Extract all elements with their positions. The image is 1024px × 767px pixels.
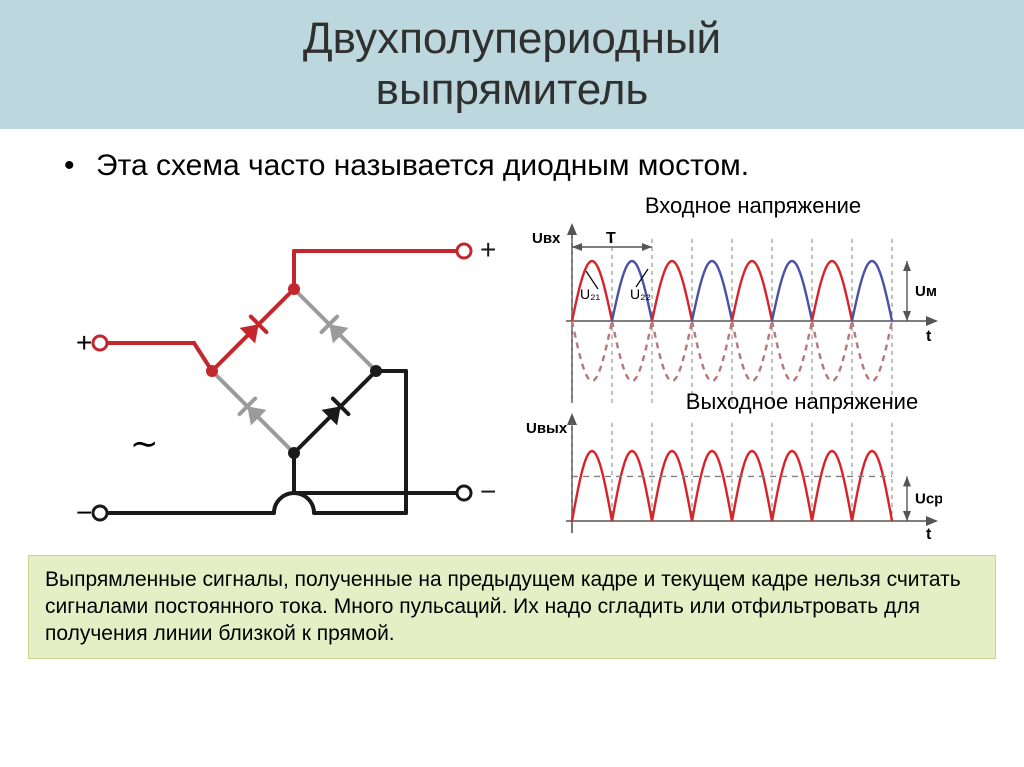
svg-text:Uвх: Uвх bbox=[532, 230, 561, 247]
title-line-2: выпрямитель bbox=[376, 65, 649, 114]
svg-text:U₂₂: U₂₂ bbox=[630, 286, 651, 302]
note-text: Выпрямленные сигналы, полученные на пред… bbox=[45, 568, 961, 646]
svg-text:+: + bbox=[76, 327, 92, 358]
bullet-dot: • bbox=[64, 147, 96, 185]
slide-title: Двухполупериодный выпрямитель bbox=[0, 14, 1024, 115]
svg-text:Uср: Uср bbox=[915, 490, 942, 507]
note-box: Выпрямленные сигналы, полученные на пред… bbox=[28, 555, 996, 659]
bullet-text: Эта схема часто называется диодным мосто… bbox=[96, 149, 749, 182]
svg-text:T: T bbox=[606, 230, 616, 247]
input-waveform: UвхtTU₂₁U₂₂Uм bbox=[522, 221, 942, 411]
svg-text:∼: ∼ bbox=[130, 425, 159, 463]
svg-text:Uм: Uм bbox=[915, 283, 937, 300]
output-waveform: Uвых t Uср bbox=[522, 411, 942, 541]
title-line-1: Двухполупериодный bbox=[303, 14, 721, 63]
bullet-line: •Эта схема часто называется диодным мост… bbox=[64, 147, 984, 185]
circuit-diagram: + − + ∼ − bbox=[64, 193, 504, 533]
svg-text:−: − bbox=[76, 497, 92, 528]
svg-text:t: t bbox=[926, 328, 932, 345]
body-area: •Эта схема часто называется диодным мост… bbox=[0, 129, 1024, 541]
svg-text:Uвых: Uвых bbox=[526, 420, 568, 437]
input-voltage-label: Входное напряжение bbox=[522, 193, 984, 219]
svg-text:+: + bbox=[480, 234, 496, 265]
output-voltage-label: Выходное напряжение bbox=[662, 389, 942, 415]
content-row: +−+∼− Входное напряжение UвхtTU₂₁U₂₂Uм В… bbox=[64, 193, 984, 541]
title-band: Двухполупериодный выпрямитель bbox=[0, 0, 1024, 129]
svg-text:−: − bbox=[480, 476, 496, 507]
waveforms: Входное напряжение UвхtTU₂₁U₂₂Uм Выходно… bbox=[522, 193, 984, 541]
svg-text:t: t bbox=[926, 526, 932, 541]
